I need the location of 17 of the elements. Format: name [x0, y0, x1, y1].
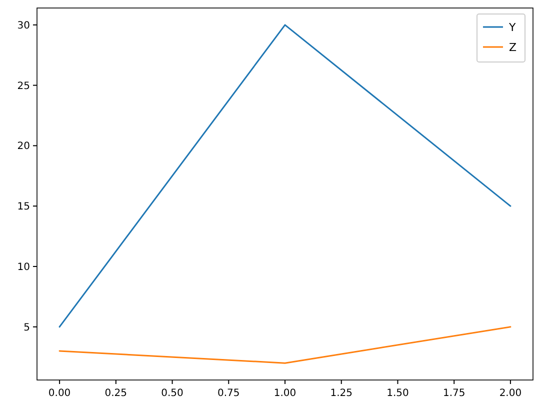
- legend-label: Z: [509, 41, 517, 54]
- x-tick-label: 0.00: [48, 388, 71, 399]
- y-tick-label: 25: [17, 80, 30, 92]
- x-tick-label: 1.25: [330, 388, 352, 399]
- x-tick-label: 1.75: [442, 388, 466, 399]
- x-tick-label: 0.50: [161, 388, 184, 399]
- y-tick-label: 5: [24, 322, 30, 334]
- x-tick-label: 0.75: [218, 388, 240, 399]
- x-tick-label: 2.00: [499, 388, 522, 399]
- y-tick-label: 15: [17, 202, 30, 213]
- x-tick-label: 1.00: [274, 388, 296, 399]
- x-tick-label: 0.25: [104, 388, 128, 399]
- y-tick-label: 20: [17, 141, 30, 152]
- legend-label: Y: [508, 21, 516, 34]
- y-tick-label: 30: [17, 20, 30, 32]
- y-tick-label: 10: [17, 262, 30, 273]
- x-tick-label: 1.50: [386, 388, 409, 399]
